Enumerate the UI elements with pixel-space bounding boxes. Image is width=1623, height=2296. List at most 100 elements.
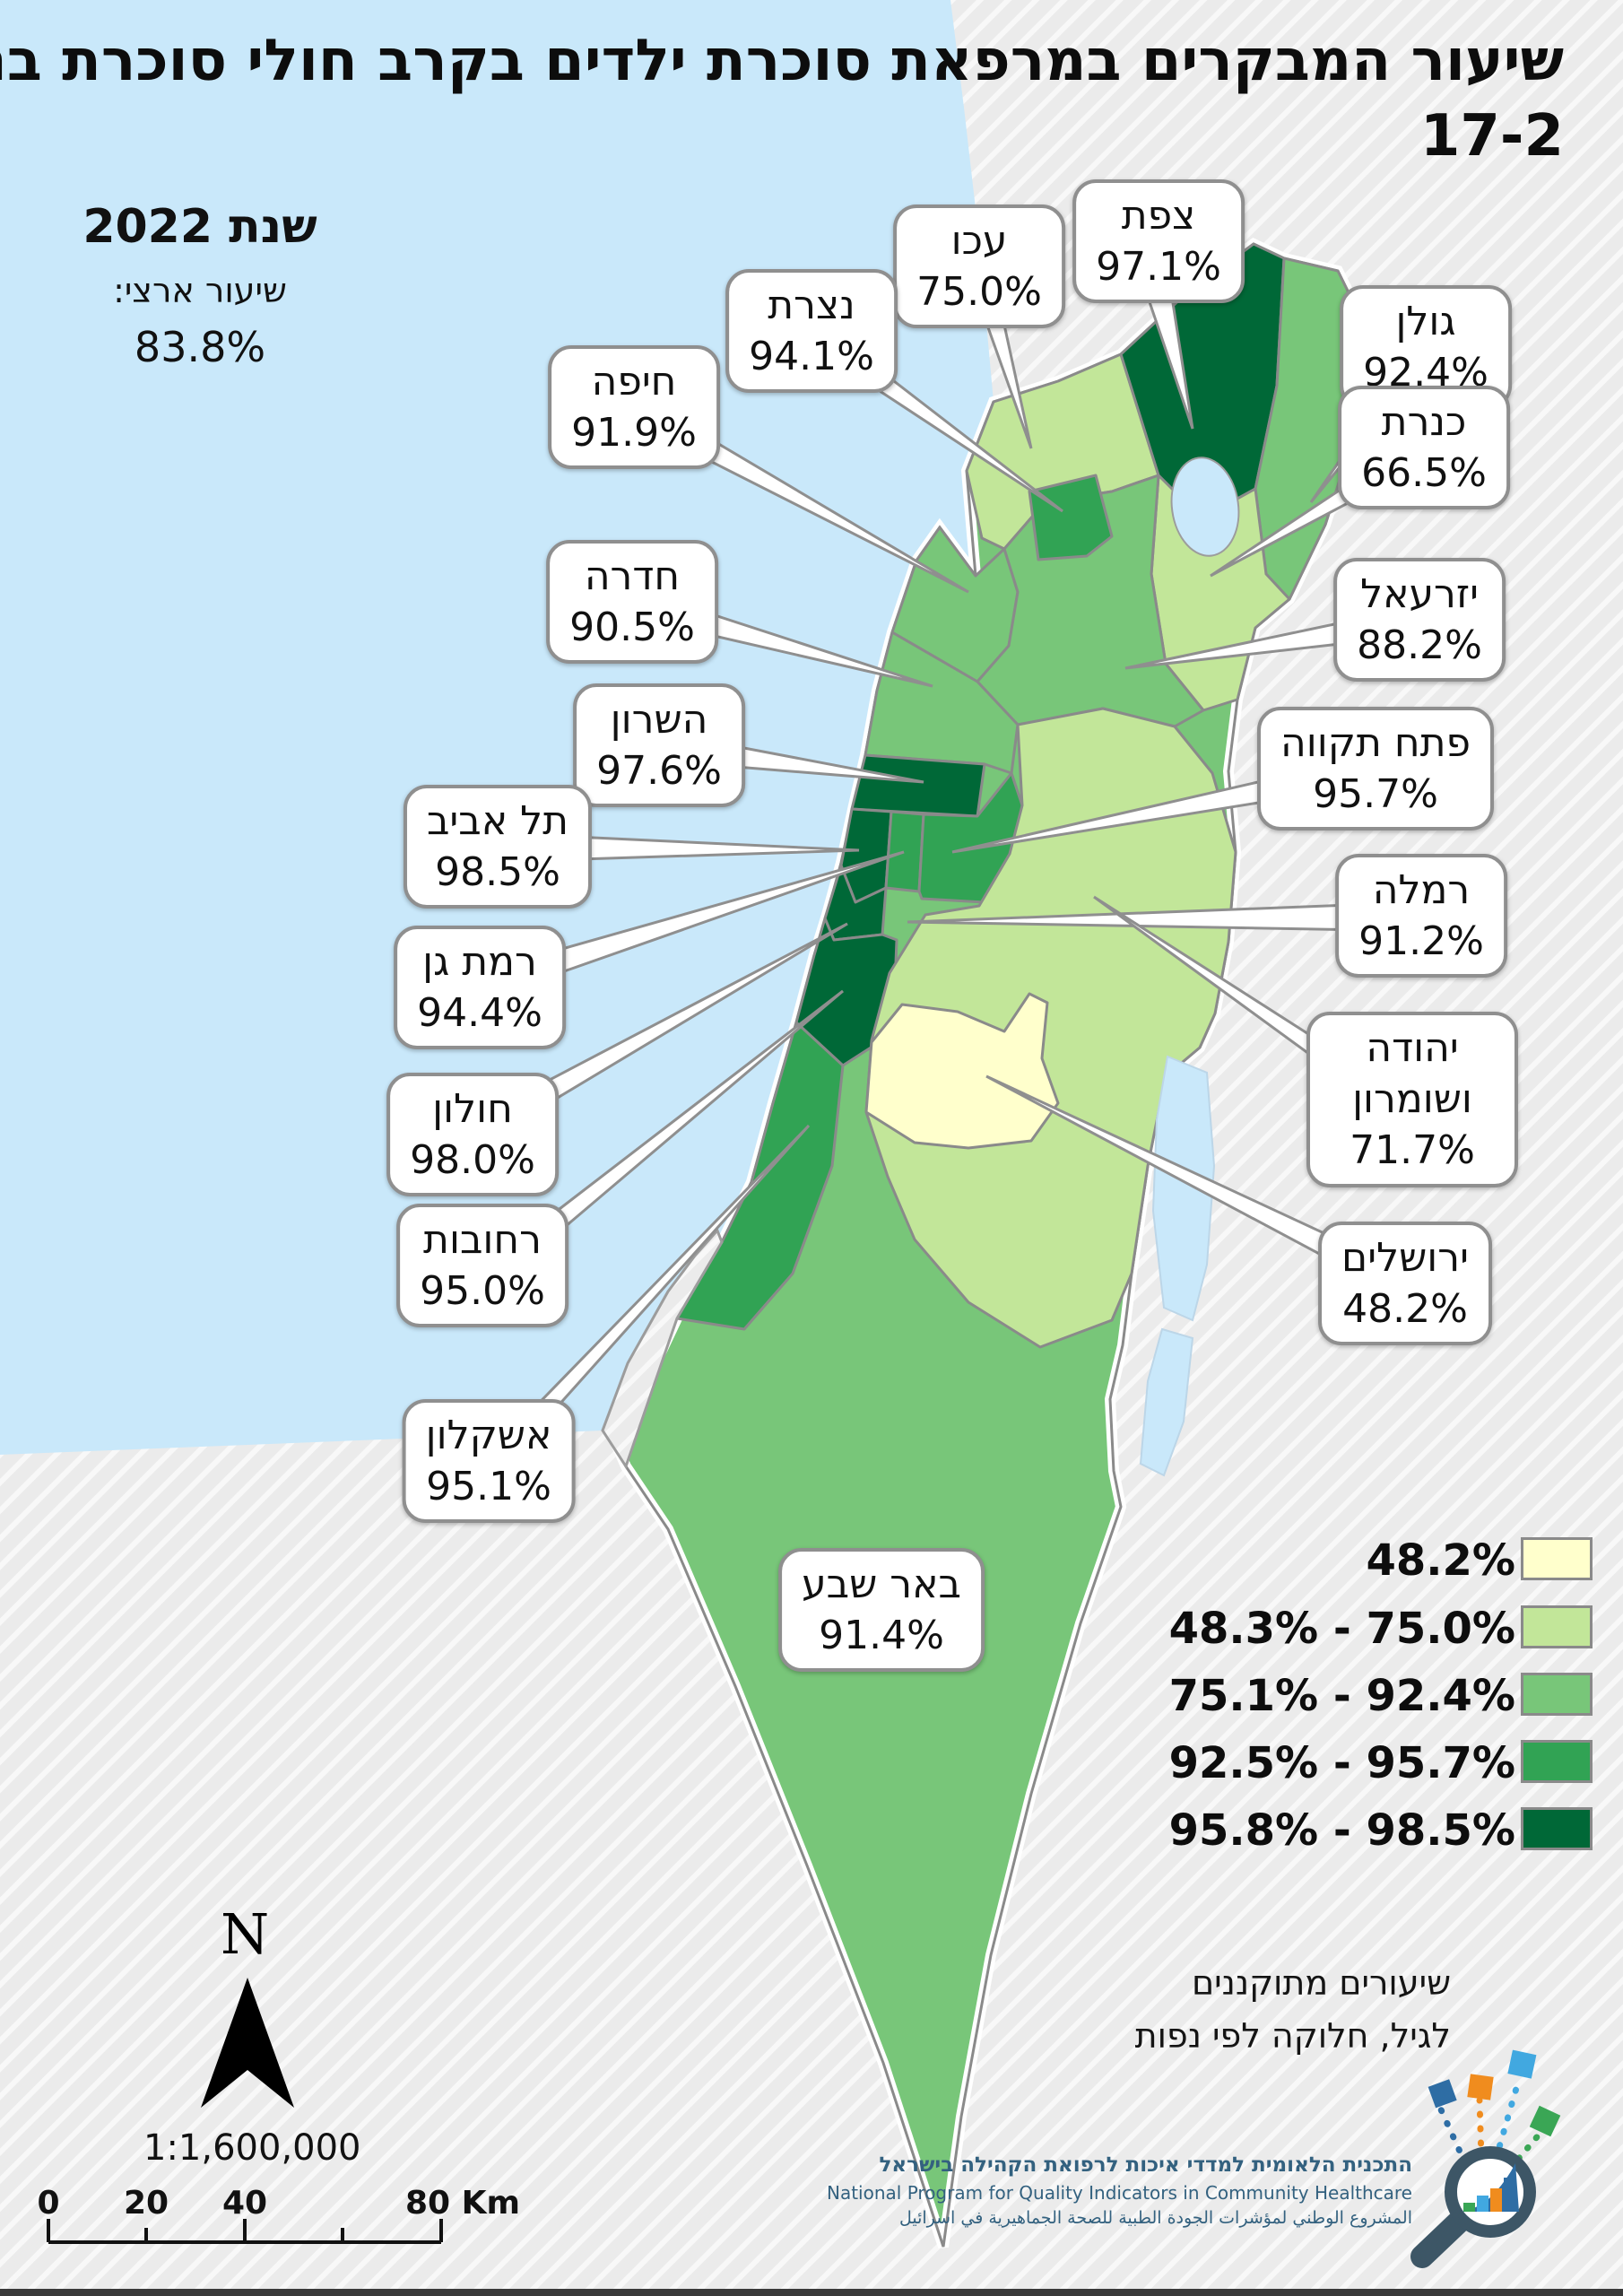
callout-judea-samaria: יהודה ושומרון 71.7% [1306, 1012, 1518, 1187]
scale-tick-40: 40 [221, 2185, 268, 2222]
legend-swatch [1521, 1740, 1593, 1783]
district-name: תל אביב [426, 798, 569, 844]
legend-row: 95.8% - 98.5% [977, 1805, 1623, 1856]
district-judea-samaria [864, 707, 1237, 1349]
callout-haifa: חיפה 91.9% [548, 345, 720, 470]
national-rate-value: 83.8% [134, 323, 266, 372]
district-name: יזרעאל [1360, 571, 1479, 617]
district-value: 94.1% [749, 334, 874, 380]
callout-tel-aviv: תל אביב 98.5% [403, 785, 593, 909]
district-jerusalem [864, 992, 1060, 1150]
credit-english: National Program for Quality Indicators … [827, 2182, 1412, 2205]
scale-tick-80: 80 Km [404, 2185, 521, 2222]
district-name: עכו [950, 218, 1008, 264]
district-name: השרון [610, 697, 708, 743]
scale-tick-20: 20 [123, 2185, 169, 2222]
district-ramat-gan [884, 810, 925, 893]
legend-swatch [1521, 1537, 1593, 1580]
legend-label: 92.5% - 95.7% [1168, 1738, 1515, 1788]
district-name: פתח תקווה [1280, 720, 1471, 766]
scale-bar [47, 2219, 443, 2244]
north-label: N [221, 1901, 270, 1967]
district-value: 91.9% [571, 410, 697, 457]
callout-holon: חולון 98.0% [386, 1073, 559, 1197]
district-name: באר שבע [802, 1561, 961, 1607]
district-value: 48.2% [1342, 1286, 1468, 1333]
program-logo-icon [1410, 2049, 1561, 2268]
title-line2: 17-2 [1419, 103, 1564, 170]
district-value: 95.7% [1313, 771, 1438, 818]
district-name: חיפה [591, 359, 677, 404]
standardization-note: שיעורים מתוקננים לגיל, חלוקה לפי נפות [1135, 1957, 1451, 2063]
callout-ramat-gan: רמת גן 94.4% [394, 926, 566, 1050]
year-block: שנת 2022 שיעור ארצי: 83.8% [0, 199, 406, 371]
district-name: ירושלים [1341, 1235, 1469, 1281]
district-name: כנרת [1381, 399, 1467, 445]
page-title: שיעור המבקרים במרפאת סוכרת ילדים בקרב חו… [0, 25, 1564, 171]
national-rate-label: שיעור ארצי: [113, 271, 287, 311]
callout-rehovot: רחובות 95.0% [396, 1204, 568, 1328]
legend-swatch [1521, 1605, 1593, 1648]
note-line2: לגיל, חלוקה לפי נפות [1134, 2015, 1451, 2056]
district-value: 98.0% [410, 1137, 535, 1184]
district-name: יהודה ושומרון [1352, 1025, 1472, 1123]
district-nazareth [1028, 474, 1114, 561]
bottom-border [0, 2289, 1623, 2296]
district-name: רחובות [423, 1217, 542, 1263]
district-value: 71.7% [1350, 1127, 1475, 1174]
dead-sea-south [1139, 1327, 1194, 1477]
district-value: 95.1% [426, 1464, 551, 1510]
credit-hebrew: התכנית הלאומית למדדי איכות לרפואת הקהילה… [879, 2153, 1412, 2177]
legend-label: 95.8% - 98.5% [1168, 1805, 1515, 1856]
district-value: 75.0% [916, 269, 1042, 316]
callout-akko: עכו 75.0% [893, 204, 1065, 329]
legend-label: 75.1% - 92.4% [1168, 1671, 1515, 1721]
callout-beer-sheva: באר שבע 91.4% [778, 1548, 985, 1673]
callout-jerusalem: ירושלים 48.2% [1318, 1222, 1492, 1346]
district-petah-tikva [917, 771, 1024, 906]
north-arrow-icon [201, 1978, 294, 2108]
district-value: 95.0% [420, 1268, 545, 1315]
district-name: גולן [1395, 299, 1456, 344]
legend-label: 48.3% - 75.0% [1168, 1604, 1515, 1654]
district-name: רמלה [1372, 867, 1471, 913]
district-value: 97.6% [596, 748, 722, 795]
legend-swatch [1521, 1807, 1593, 1850]
callout-jezreel: יזרעאל 88.2% [1333, 558, 1506, 683]
program-credits: התכנית הלאומית למדדי איכות לרפואת הקהילה… [827, 2151, 1412, 2231]
callout-safed: צפת 97.1% [1072, 179, 1245, 304]
district-value: 91.2% [1358, 918, 1484, 965]
map-scale-ratio: 1:1,600,000 [143, 2127, 361, 2169]
district-value: 66.5% [1361, 450, 1487, 497]
district-name: רמת גן [422, 939, 537, 985]
callout-petah-tikva: פתח תקווה 95.7% [1257, 707, 1494, 831]
callout-nazareth: נצרת 94.1% [725, 269, 898, 394]
legend-row: 75.1% - 92.4% [977, 1671, 1623, 1721]
district-name: חדרה [584, 553, 681, 599]
title-line1: שיעור המבקרים במרפאת סוכרת ילדים בקרב חו… [0, 28, 1564, 94]
district-value: 90.5% [569, 604, 695, 651]
district-value: 91.4% [819, 1613, 944, 1659]
district-name: נצרת [768, 283, 855, 328]
legend-row: 48.3% - 75.0% [977, 1604, 1623, 1654]
district-value: 88.2% [1357, 622, 1482, 669]
callout-kinneret: כנרת 66.5% [1338, 386, 1510, 510]
callout-ramla: רמלה 91.2% [1335, 854, 1507, 978]
legend-label: 48.2% [1366, 1535, 1515, 1586]
district-value: 97.1% [1096, 244, 1221, 291]
district-sharon [850, 753, 986, 818]
callout-ashkelon: אשקלון 95.1% [402, 1399, 576, 1524]
credit-arabic: المشروع الوطني لمؤشرات الجودة الطبية للص… [898, 2208, 1412, 2229]
callout-hadera: חדרה 90.5% [546, 540, 718, 665]
legend-row: 92.5% - 95.7% [977, 1738, 1623, 1788]
district-name: צפת [1121, 193, 1196, 239]
note-line1: שיעורים מתוקננים [1191, 1963, 1451, 2003]
district-name: אשקלון [425, 1413, 552, 1458]
legend-row: 48.2% [977, 1535, 1623, 1586]
district-value: 94.4% [417, 990, 542, 1037]
scale-tick-0: 0 [37, 2185, 60, 2222]
sea-of-galilee [1170, 457, 1240, 557]
callout-sharon: השרון 97.6% [573, 683, 745, 808]
year-label: שנת 2022 [82, 200, 317, 254]
